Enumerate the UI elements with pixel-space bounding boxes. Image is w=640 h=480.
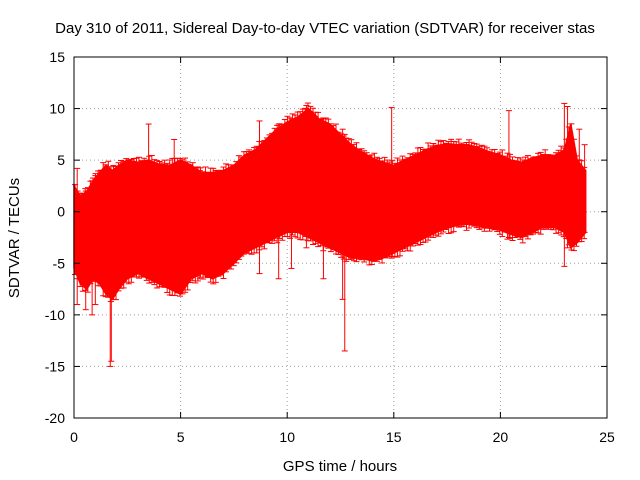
y-tick-label: 10 — [49, 101, 65, 117]
y-tick-label: -5 — [53, 255, 66, 271]
x-tick-label: 15 — [386, 429, 402, 445]
x-axis-label: GPS time / hours — [283, 458, 397, 475]
y-tick-label: 5 — [57, 152, 65, 168]
x-tick-label: 5 — [177, 429, 185, 445]
y-tick-label: 0 — [57, 204, 65, 220]
x-tick-label: 25 — [599, 429, 615, 445]
y-tick-label: -15 — [45, 358, 65, 374]
y-tick-label: -20 — [45, 410, 65, 426]
x-tick-label: 10 — [279, 429, 295, 445]
y-tick-label: 15 — [49, 49, 65, 65]
axis-layer: 0 5 10 15 20 25 -20 -15 -10 -5 0 5 10 15 — [45, 49, 615, 445]
data-layer — [72, 102, 588, 367]
y-tick-label: -10 — [45, 307, 65, 323]
chart-title: Day 310 of 2011, Sidereal Day-to-day VTE… — [55, 20, 595, 37]
plot-frame — [73, 56, 608, 419]
x-tick-label: 0 — [70, 429, 78, 445]
x-tick-label: 20 — [493, 429, 509, 445]
y-axis-label: SDTVAR / TECUs — [6, 178, 23, 298]
